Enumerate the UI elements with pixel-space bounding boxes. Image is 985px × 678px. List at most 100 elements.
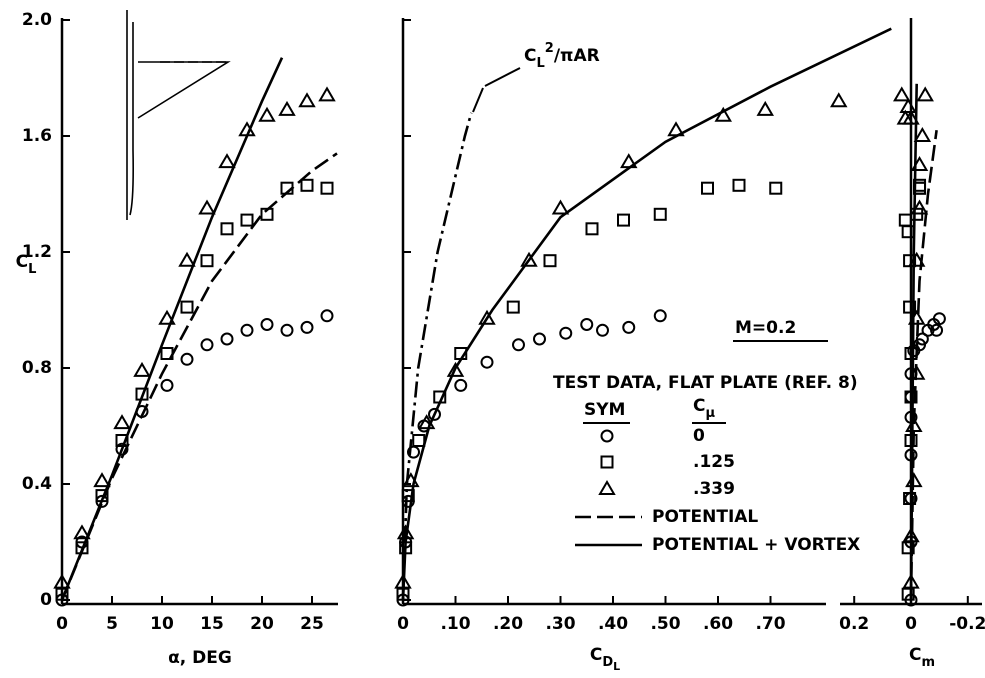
x-tick-label: .30 [545, 614, 575, 634]
x-tick-label: 0.2 [839, 614, 869, 634]
x-tick-label: 0 [397, 614, 409, 634]
point [617, 213, 630, 227]
label-part: L [613, 660, 620, 673]
point [898, 213, 912, 227]
legend-marker [600, 455, 614, 469]
point [180, 352, 194, 366]
point [585, 222, 599, 236]
legend-marker [600, 429, 614, 443]
point [480, 355, 494, 369]
point [543, 254, 557, 268]
label-part: C [16, 252, 28, 272]
point [533, 332, 546, 346]
point [913, 127, 932, 142]
point [320, 181, 334, 195]
point [910, 199, 929, 215]
point [220, 222, 234, 236]
label-part: /πAR [554, 46, 600, 66]
point [903, 300, 917, 314]
point [178, 251, 196, 267]
point [278, 100, 296, 116]
point [653, 309, 667, 323]
legend-mach: M=0.2 [735, 318, 796, 338]
point [559, 326, 573, 340]
wing-sketch [126, 10, 231, 220]
point [200, 338, 214, 352]
point [899, 98, 917, 113]
point [915, 332, 929, 346]
point [300, 320, 314, 334]
curve [909, 83, 918, 601]
label-part: L [536, 56, 544, 71]
x-tick-label: 0 [56, 614, 68, 634]
point [756, 100, 774, 116]
point [901, 587, 915, 601]
legend-header: SYM [584, 400, 625, 420]
curve [401, 27, 892, 601]
label-part: 2 [545, 41, 554, 56]
point [298, 92, 316, 108]
point [580, 318, 594, 331]
label-part: C [524, 46, 536, 66]
x-tick-label: 15 [200, 614, 224, 634]
x-tick-label: .40 [598, 614, 628, 634]
point [300, 178, 314, 192]
point [280, 323, 294, 337]
legend-label: 0 [693, 426, 705, 446]
legend-label: .339 [693, 479, 735, 499]
point [158, 309, 176, 325]
label-part: L [28, 262, 36, 277]
point [512, 338, 525, 352]
point [73, 524, 91, 540]
legend-marker [598, 480, 616, 495]
legend-title: TEST DATA, FLAT PLATE (REF. 8) [553, 373, 858, 393]
label-part: m [921, 655, 935, 670]
point [53, 573, 71, 589]
point [113, 414, 131, 430]
point [930, 323, 944, 337]
x-tick-label: 5 [106, 614, 118, 634]
legend-header: Cμ [693, 396, 715, 421]
label-part: C [693, 396, 705, 416]
point [318, 86, 336, 102]
leader-line [484, 67, 521, 87]
x-tick-label: .50 [650, 614, 680, 634]
point [428, 407, 441, 421]
point [454, 378, 468, 392]
point [904, 390, 918, 404]
point [478, 309, 496, 325]
x-tick-label: .10 [440, 614, 470, 634]
curve [401, 112, 473, 601]
x-tick-label: .20 [493, 614, 523, 634]
x-tick-label: 25 [300, 614, 324, 634]
x-tick-label: 20 [250, 614, 274, 634]
legend-label: POTENTIAL [652, 507, 758, 527]
curve [60, 152, 338, 601]
point [160, 378, 174, 392]
point [320, 309, 334, 323]
point [180, 300, 194, 314]
y-tick-label: 0 [40, 590, 52, 610]
x-axis-label: CDL [590, 645, 620, 673]
point [701, 181, 714, 195]
point [220, 332, 234, 346]
point [258, 106, 276, 122]
annotation: CL2/πAR [524, 41, 600, 71]
x-axis-label: α, DEG [168, 648, 232, 668]
point [916, 86, 934, 102]
leader-line [472, 87, 484, 113]
x-tick-label: .70 [755, 614, 785, 634]
x-tick-label: 0 [905, 614, 917, 634]
y-tick-label: 0.4 [22, 474, 52, 494]
point [506, 300, 520, 314]
point [830, 92, 848, 108]
point [653, 207, 667, 221]
point [240, 323, 254, 337]
point [622, 320, 636, 334]
y-tick-label: 0.8 [22, 358, 52, 378]
point [200, 254, 214, 268]
point [893, 86, 911, 102]
point [520, 251, 538, 267]
point [596, 323, 609, 337]
x-tick-label: .60 [703, 614, 733, 634]
